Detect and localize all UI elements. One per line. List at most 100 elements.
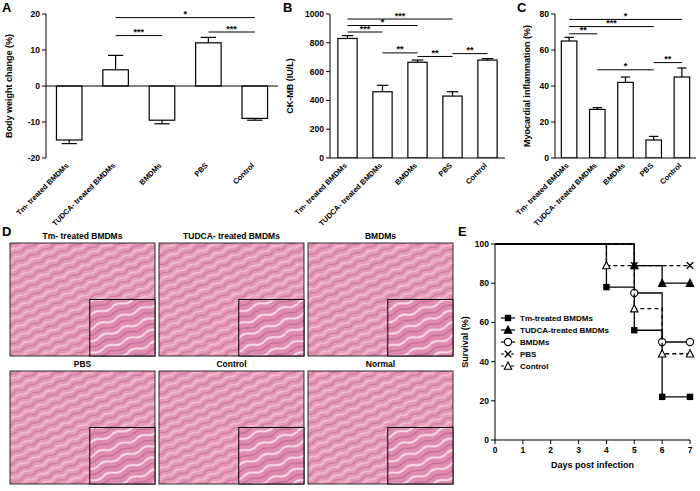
marker: [505, 351, 511, 357]
error-stem: [382, 85, 383, 91]
figure: Body weight change (%)-20-1001020Tm- tre…: [0, 0, 700, 491]
marker: [603, 262, 610, 269]
x-axis-label: Days post infection: [551, 460, 634, 470]
bar: [56, 86, 82, 140]
error-cap: [564, 37, 573, 38]
legend-label: Control: [520, 362, 548, 371]
significance-label: *: [624, 61, 628, 71]
y-axis-line: [495, 244, 496, 440]
y-tick-label: 600: [310, 67, 324, 77]
bar: [373, 92, 392, 158]
y-tick: [491, 322, 495, 323]
y-tick: [491, 283, 495, 284]
histology-image: [159, 371, 304, 484]
error-bar: [593, 108, 602, 110]
x-tick: [690, 440, 691, 444]
y-tick: [42, 14, 46, 15]
category-label: TUDCA- treated BMDMs: [50, 161, 117, 228]
y-tick: [42, 50, 46, 51]
error-cap: [593, 107, 602, 108]
error-bar: [108, 55, 123, 69]
y-tick: [326, 129, 330, 130]
category-label: TUDCA- treated BMDMs: [317, 161, 384, 228]
category-label: PBS: [437, 161, 454, 178]
x-tick: [662, 440, 663, 444]
category-label: BMDMs: [601, 161, 627, 187]
survival-line: [495, 244, 690, 283]
x-tick-label: 1: [520, 445, 525, 455]
error-bar: [412, 60, 424, 62]
bar: [561, 41, 577, 158]
y-tick-label: 20: [31, 9, 41, 19]
bar: [646, 140, 662, 158]
category-label: BMDMs: [138, 161, 164, 187]
x-tick: [634, 440, 635, 444]
significance-label: *: [381, 17, 385, 27]
error-cap: [447, 91, 459, 92]
x-tick-label: 0: [493, 445, 498, 455]
significance-label: *: [624, 11, 628, 21]
bar: [149, 86, 175, 120]
marks: [338, 36, 497, 158]
significance-label: **: [396, 44, 404, 54]
survival-line: [495, 244, 690, 266]
error-bar: [649, 136, 658, 140]
x-tick: [495, 440, 496, 444]
image-title: PBS: [74, 359, 92, 369]
y-tick-label: 1000: [305, 9, 324, 19]
y-axis-label: CK-MB (IU/L): [285, 58, 295, 114]
marker: [687, 262, 693, 268]
marks: [561, 37, 689, 158]
y-tick: [491, 440, 495, 441]
x-tick-label: 3: [576, 445, 581, 455]
error-stem: [625, 77, 626, 82]
x-tick-label: 7: [688, 445, 693, 455]
marker: [659, 394, 665, 400]
legend-label: PBS: [520, 350, 537, 359]
y-axis-label: Myocardial inflammation (%): [522, 25, 532, 147]
error-bar: [154, 120, 169, 124]
histology-inset: [388, 300, 453, 357]
bar: [103, 70, 129, 86]
y-tick: [551, 158, 555, 159]
y-tick-label: 20: [540, 117, 550, 127]
category-label: PBS: [193, 161, 210, 178]
error-cap: [342, 35, 354, 36]
image-title: TUDCA- treated BMDMs: [183, 231, 280, 241]
marks: [495, 244, 694, 400]
y-tick: [551, 14, 555, 15]
category-label: Tm- treated BMDMs: [514, 161, 570, 217]
category-label: Control: [658, 161, 683, 186]
panel-letter: B: [283, 0, 292, 15]
histology-inset: [388, 428, 453, 485]
y-tick-label: -20: [28, 153, 41, 163]
error-cap: [377, 85, 389, 86]
x-tick: [606, 440, 607, 444]
y-tick-label: 60: [540, 45, 550, 55]
x-axis-line: [555, 158, 696, 159]
histology-image: [308, 371, 453, 484]
error-cap: [482, 58, 494, 59]
bar: [196, 43, 222, 86]
legend-label: Tm-treated BMDMs: [520, 314, 593, 323]
category-label: PBS: [638, 161, 655, 178]
bar-chart: Body weight change (%)-20-1001020Tm- tre…: [4, 9, 278, 228]
histology-image: [308, 243, 453, 356]
bar-chart: CK-MB (IU/L)02004006008001000Tm- treated…: [285, 9, 505, 228]
category-label: Control: [231, 161, 256, 186]
error-cap: [201, 37, 216, 38]
x-tick: [578, 440, 579, 444]
significance-label: **: [431, 48, 439, 58]
category-label: TUDCA- treated BMDMs: [532, 161, 599, 228]
histology-inset: [90, 300, 155, 357]
significance-label: *: [183, 9, 187, 19]
panel-letter: E: [458, 224, 467, 239]
marker: [504, 338, 511, 345]
error-bar: [482, 59, 494, 60]
image-title: Tm- treated BMDMs: [43, 231, 123, 241]
y-tick: [491, 244, 495, 245]
histology-inset: [90, 428, 155, 485]
y-tick-label: 0: [484, 435, 489, 445]
y-tick-label: 100: [475, 239, 489, 249]
panel-letter: D: [2, 224, 11, 239]
